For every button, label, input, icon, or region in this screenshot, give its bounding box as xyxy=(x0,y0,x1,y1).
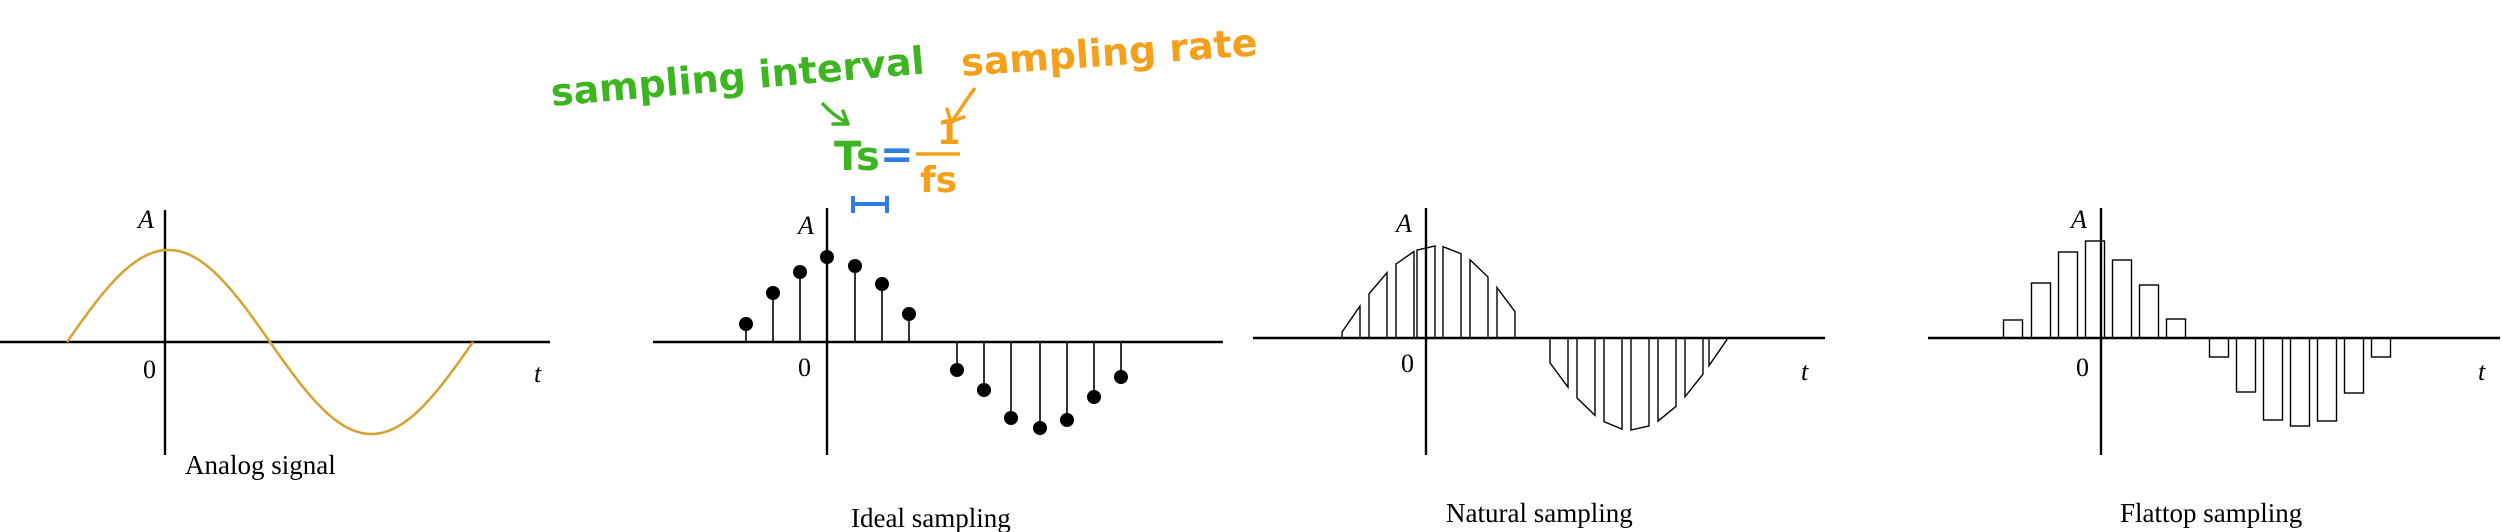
natural-pulse xyxy=(1549,338,1569,390)
origin-label: 0 xyxy=(143,355,156,384)
sampling-rate-label: sampling rate xyxy=(960,20,1259,85)
flattop-pulse xyxy=(2316,337,2338,422)
natural-pulse xyxy=(1442,245,1462,338)
sample-point xyxy=(793,265,807,279)
flattop-pulse xyxy=(2002,319,2024,339)
natural-pulse xyxy=(1708,338,1728,368)
time-label: t xyxy=(2478,357,2486,386)
ideal-samples xyxy=(739,250,1128,435)
rate-arrow xyxy=(951,86,977,122)
panel-flattop: A 0 t Flattop sampling xyxy=(1928,205,2500,528)
natural-pulse xyxy=(1395,250,1415,338)
interval-arrow xyxy=(820,101,847,124)
sample-point xyxy=(820,250,834,264)
flattop-pulse xyxy=(2343,337,2365,394)
sample-point xyxy=(1004,411,1018,425)
time-label: t xyxy=(1801,357,1809,386)
panel-ideal: A 0 Ideal sampling xyxy=(653,208,1223,532)
natural-pulse xyxy=(1341,303,1361,338)
natural-pulse xyxy=(1368,270,1388,338)
amplitude-label: A xyxy=(2069,205,2087,234)
natural-pulse xyxy=(1603,338,1623,431)
sample-point xyxy=(902,307,916,321)
flattop-pulse xyxy=(2138,284,2160,339)
origin-label: 0 xyxy=(798,353,811,382)
sampling-annotation: sampling interval sampling rate Ts = 1 f… xyxy=(549,20,1259,213)
natural-pulse xyxy=(1684,338,1704,399)
interval-marker xyxy=(851,196,889,213)
flattop-pulse xyxy=(2057,251,2079,339)
panel-caption: Analog signal xyxy=(185,450,336,480)
sample-point xyxy=(1114,370,1128,384)
sample-point xyxy=(950,363,964,377)
sample-point xyxy=(739,317,753,331)
equals-sign: = xyxy=(880,132,914,178)
flattop-pulse xyxy=(2084,240,2106,339)
amplitude-label: A xyxy=(796,211,814,240)
panel-natural: A 0 t Natural sampling xyxy=(1253,208,1825,528)
panel-caption: Ideal sampling xyxy=(851,503,1011,532)
time-label: t xyxy=(534,359,542,388)
sample-point xyxy=(848,259,862,273)
flattop-pulse xyxy=(2235,337,2257,393)
natural-pulse xyxy=(1657,338,1677,423)
panel-caption: Natural sampling xyxy=(1446,498,1633,528)
fs-symbol: fs xyxy=(920,160,957,201)
natural-pulse xyxy=(1416,245,1436,338)
natural-pulse xyxy=(1576,338,1596,418)
flattop-pulse xyxy=(2165,318,2187,339)
natural-pulses xyxy=(1341,245,1728,431)
origin-label: 0 xyxy=(2076,353,2089,382)
amplitude-label: A xyxy=(136,205,154,234)
flattop-pulse xyxy=(2208,337,2230,358)
sample-point xyxy=(977,383,991,397)
natural-pulse xyxy=(1630,338,1650,431)
flattop-pulse xyxy=(2262,337,2284,421)
panel-analog: A 0 t Analog signal xyxy=(0,205,550,480)
sample-point xyxy=(1087,390,1101,404)
sample-point xyxy=(1060,413,1074,427)
sampling-interval-label: sampling interval xyxy=(549,38,926,114)
amplitude-label: A xyxy=(1394,209,1412,238)
sample-point xyxy=(875,277,889,291)
sample-point xyxy=(1033,421,1047,435)
ts-symbol: Ts xyxy=(834,134,880,180)
panel-caption: Flattop sampling xyxy=(2120,498,2302,528)
interval-arrow-head xyxy=(831,109,850,126)
analog-waveform xyxy=(65,248,475,436)
flattop-pulse xyxy=(2030,282,2052,339)
natural-pulse xyxy=(1496,285,1516,338)
origin-label: 0 xyxy=(1401,349,1414,378)
natural-pulse xyxy=(1469,258,1489,338)
rate-numerator: 1 xyxy=(937,113,961,153)
flattop-pulse xyxy=(2111,259,2133,339)
flattop-pulses xyxy=(2002,240,2392,427)
flattop-pulse xyxy=(2289,337,2311,427)
sample-point xyxy=(766,286,780,300)
flattop-pulse xyxy=(2370,337,2392,358)
rate-arrow-head xyxy=(945,107,966,124)
